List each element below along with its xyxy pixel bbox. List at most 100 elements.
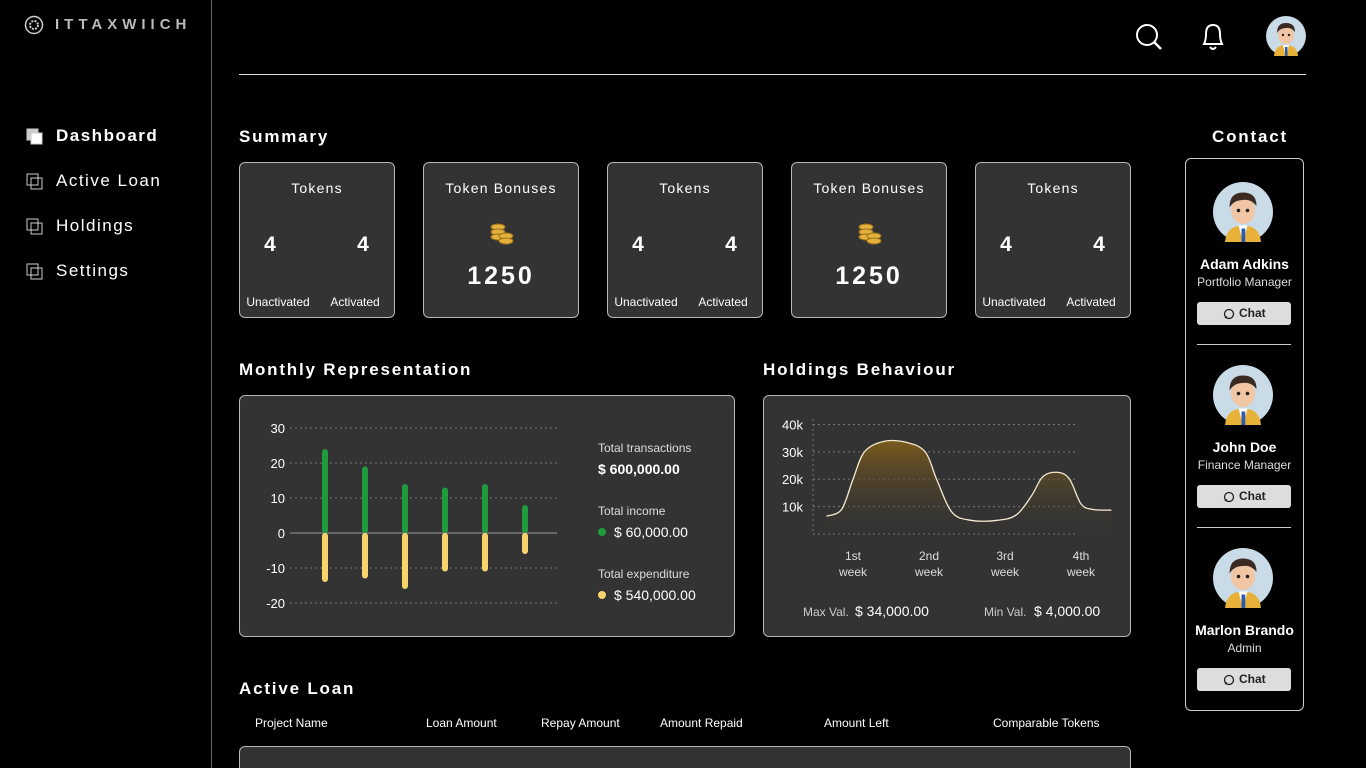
- stat-label: Min Val.: [984, 605, 1027, 619]
- chat-label: Chat: [1239, 306, 1266, 320]
- legend-label: Activated: [1066, 295, 1116, 309]
- y-tick-label: 40k: [782, 417, 803, 432]
- column-header: Loan Amount: [426, 716, 497, 730]
- bar: [322, 449, 328, 533]
- column-header: Amount Repaid: [660, 716, 743, 730]
- contact-name: Marlon Brando: [1195, 622, 1294, 638]
- y-tick-label: -10: [266, 561, 285, 576]
- activated-count: 4: [725, 233, 737, 256]
- contact-name: John Doe: [1212, 439, 1277, 455]
- legend-label: Total income: [598, 504, 666, 518]
- legend-label: Unactivated: [246, 295, 310, 309]
- nav-item[interactable]: Active Loan: [56, 171, 162, 190]
- sidebar: [0, 0, 212, 768]
- coin-icon: [856, 223, 884, 254]
- summary-card: [239, 162, 395, 318]
- contact-avatar: [1213, 548, 1273, 608]
- y-tick-label: 0: [278, 526, 285, 541]
- chat-label: Chat: [1239, 672, 1266, 686]
- y-tick-label: 30: [271, 421, 285, 436]
- stat-label: Total transactions: [598, 441, 692, 455]
- x-tick-label: 4th week: [1066, 549, 1095, 579]
- nav-item[interactable]: Settings: [56, 261, 130, 280]
- legend-label: Unactivated: [982, 295, 1046, 309]
- chat-button[interactable]: [1197, 302, 1291, 325]
- y-tick-label: 20: [271, 456, 285, 471]
- section-title: Contact: [1212, 127, 1288, 146]
- stat-value: $ 540,000.00: [614, 587, 696, 603]
- contact-name: Adam Adkins: [1200, 256, 1289, 272]
- unactivated-count: 4: [632, 233, 644, 256]
- section-title: Active Loan: [239, 679, 356, 698]
- contact-role: Portfolio Manager: [1197, 275, 1292, 289]
- bonus-value: 1250: [835, 262, 903, 290]
- card-title: Tokens: [291, 180, 343, 196]
- column-header: Comparable Tokens: [993, 716, 1100, 730]
- activated-count: 4: [1093, 233, 1105, 256]
- bar: [402, 484, 408, 533]
- area: [826, 440, 1112, 534]
- contact-divider: [1197, 344, 1291, 345]
- card-title: Tokens: [1027, 180, 1079, 196]
- bonus-value: 1250: [467, 262, 535, 290]
- section-title: Monthly Representation: [239, 360, 473, 379]
- nav-icon: [26, 128, 44, 151]
- header-line: [239, 74, 1306, 75]
- chat-button[interactable]: [1197, 485, 1291, 508]
- column-header: Project Name: [255, 716, 328, 730]
- stat-value: $ 600,000.00: [598, 461, 680, 477]
- contact-panel: [1185, 158, 1304, 711]
- bar: [362, 533, 368, 579]
- y-tick-label: 10: [271, 491, 285, 506]
- unactivated-count: 4: [264, 233, 276, 256]
- x-tick-label: 1st week: [838, 549, 867, 579]
- bar: [442, 487, 448, 533]
- stat-label: Max Val.: [803, 605, 849, 619]
- bell-icon[interactable]: [1198, 20, 1228, 52]
- nav-icon: [26, 218, 44, 241]
- bar: [402, 533, 408, 589]
- bar: [522, 533, 528, 554]
- brand-logo: [24, 15, 44, 35]
- activated-count: 4: [357, 233, 369, 256]
- nav-item[interactable]: Dashboard: [56, 126, 159, 145]
- coin-icon: [488, 223, 516, 254]
- summary-card: [607, 162, 763, 318]
- brand: ITTAXWIICH: [55, 16, 192, 33]
- bar: [442, 533, 448, 572]
- chat-button[interactable]: [1197, 668, 1291, 691]
- bar: [362, 466, 368, 533]
- y-tick-label: 30k: [782, 445, 803, 460]
- nav-icon: [26, 263, 44, 286]
- search-icon[interactable]: [1134, 22, 1164, 52]
- bar: [482, 533, 488, 572]
- stat-value: $ 34,000.00: [855, 603, 929, 619]
- contact-avatar: [1213, 365, 1273, 425]
- y-tick-label: 20k: [782, 472, 803, 487]
- chat-label: Chat: [1239, 489, 1266, 503]
- contact-divider: [1197, 527, 1291, 528]
- bar: [482, 484, 488, 533]
- y-tick-label: 10k: [782, 500, 803, 515]
- legend-label: Total expenditure: [598, 567, 690, 581]
- bar: [322, 533, 328, 582]
- contact-avatar: [1213, 182, 1273, 242]
- unactivated-count: 4: [1000, 233, 1012, 256]
- card-title: Tokens: [659, 180, 711, 196]
- column-header: Amount Left: [824, 716, 889, 730]
- legend-dot: [598, 591, 606, 599]
- y-tick-label: -20: [266, 596, 285, 611]
- legend-label: Activated: [330, 295, 380, 309]
- stat-value: $ 60,000.00: [614, 524, 688, 540]
- bar: [522, 505, 528, 533]
- line: [826, 439, 1112, 522]
- section-title: Holdings Behaviour: [763, 360, 956, 379]
- legend-dot: [598, 528, 606, 536]
- card-title: Token Bonuses: [445, 180, 557, 196]
- nav-item[interactable]: Holdings: [56, 216, 135, 235]
- stat-value: $ 4,000.00: [1034, 603, 1101, 619]
- user-avatar[interactable]: [1266, 16, 1306, 56]
- loan-row: [239, 746, 1131, 768]
